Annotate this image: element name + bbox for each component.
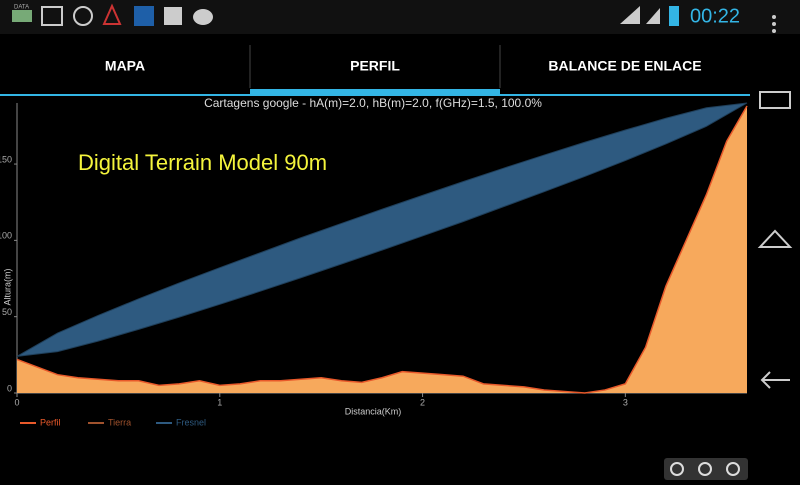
y-axis-label: Altura(m): [2, 268, 12, 305]
legend-label: Fresnel: [176, 417, 206, 427]
y-tick-label: 100: [0, 231, 12, 241]
x-axis-label: Distancia(Km): [345, 406, 402, 416]
chart-title: Cartagens google - hA(m)=2.0, hB(m)=2.0,…: [204, 96, 542, 110]
terrain-area: [17, 106, 747, 393]
tab[interactable]: MAPA: [105, 58, 145, 74]
battery-icon: [669, 6, 679, 26]
tab[interactable]: BALANCE DE ENLACE: [548, 58, 701, 74]
signal-icon: [620, 6, 640, 24]
x-tick-label: 2: [420, 397, 425, 407]
legend-label: Perfil: [40, 417, 61, 427]
zoom-reset-button[interactable]: [726, 462, 740, 476]
x-tick-label: 1: [217, 397, 222, 407]
y-tick-label: 50: [2, 307, 12, 317]
home-button[interactable]: [757, 229, 793, 248]
data-label: DATA: [14, 5, 29, 11]
x-tick-label: 0: [14, 397, 19, 407]
icon: [102, 3, 122, 25]
fresnel-zone: [16, 102, 748, 357]
tab[interactable]: PERFIL: [350, 58, 400, 74]
recents-button[interactable]: [759, 91, 791, 109]
signal-icon: [646, 8, 660, 24]
back-button[interactable]: [760, 371, 790, 389]
menu-dot[interactable]: [772, 15, 776, 19]
icon: [134, 6, 154, 26]
y-tick-label: 150: [0, 154, 12, 164]
x-tick-label: 3: [623, 397, 628, 407]
menu-dot[interactable]: [772, 22, 776, 26]
legend-label: Tierra: [108, 417, 131, 427]
tabs: MAPA PERFIL BALANCE DE ENLACE: [105, 45, 702, 95]
tab-indicator: [250, 89, 500, 95]
zoom-bar: [664, 458, 748, 480]
zoom-in-button[interactable]: [670, 462, 684, 476]
icon: [164, 7, 182, 25]
status-bar: [0, 0, 800, 34]
icon: [12, 10, 32, 22]
y-tick-label: 0: [7, 383, 12, 393]
terrain-line: [16, 105, 748, 394]
chart: Cartagens google - hA(m)=2.0, hB(m)=2.0,…: [0, 96, 748, 427]
icon: [193, 9, 213, 25]
annotation: Digital Terrain Model 90m: [78, 150, 327, 175]
menu-dot[interactable]: [772, 29, 776, 33]
icon: [73, 6, 93, 26]
icon: [41, 6, 63, 26]
zoom-out-button[interactable]: [698, 462, 712, 476]
clock: 00:22: [690, 5, 740, 27]
